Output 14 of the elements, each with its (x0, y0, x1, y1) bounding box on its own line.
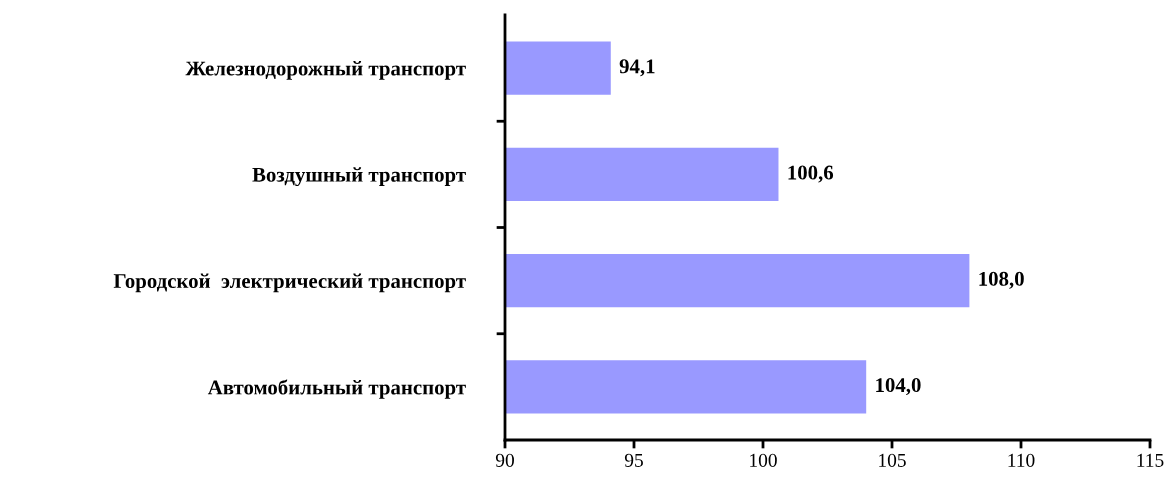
x-tick-label: 95 (624, 453, 643, 467)
y-tick-label: Городской электрический транспорт (113, 273, 466, 293)
x-tick-label: 110 (1008, 453, 1035, 467)
x-tick-label: 90 (495, 453, 514, 467)
x-tick-label: 115 (1137, 453, 1164, 467)
y-tick-label: Воздушный транспорт (252, 167, 466, 187)
y-tick-label: Автомобильный транспорт (207, 379, 466, 399)
y-tick-label: Железнодорожный транспорт (185, 61, 466, 80)
data-label: 100,6 (788, 165, 834, 183)
data-label: 104,0 (876, 378, 921, 396)
x-tick-label: 105 (879, 453, 906, 467)
data-label: 94,1 (619, 59, 655, 77)
data-label: 108,0 (979, 271, 1024, 289)
x-tick-label: 100 (750, 453, 777, 467)
